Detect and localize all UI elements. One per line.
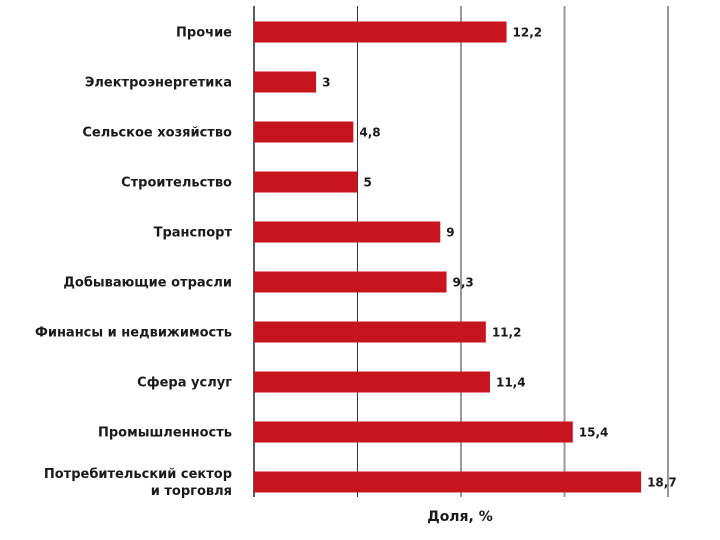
category-label: Добывающие отрасли bbox=[63, 276, 232, 291]
value-label: 9,3 bbox=[453, 276, 474, 290]
value-label: 11,2 bbox=[492, 326, 522, 340]
category-label: Электроэнергетика bbox=[85, 76, 232, 91]
bar bbox=[254, 271, 447, 293]
bars bbox=[254, 21, 642, 493]
bar bbox=[254, 21, 507, 43]
category-label: Финансы и недвижимость bbox=[35, 326, 232, 341]
value-label: 12,2 bbox=[513, 26, 543, 40]
gridlines bbox=[253, 6, 669, 497]
value-label: 4,8 bbox=[359, 126, 380, 140]
value-label: 9 bbox=[446, 226, 454, 240]
value-label: 18,7 bbox=[647, 476, 677, 490]
bar bbox=[254, 471, 642, 493]
category-label: Строительство bbox=[121, 176, 232, 191]
category-labels: Прочие Электроэнергетика Сельское хозяйств… bbox=[35, 26, 233, 500]
bar bbox=[254, 171, 358, 193]
category-label: Прочие bbox=[176, 26, 232, 41]
bar bbox=[254, 371, 490, 393]
value-label: 11,4 bbox=[496, 376, 526, 390]
bar bbox=[254, 421, 573, 443]
category-label: Промышленность bbox=[98, 426, 232, 441]
bar bbox=[254, 121, 354, 143]
bar bbox=[254, 321, 486, 343]
value-labels: 12,2 3 4,8 5 9 9,3 11,2 11,4 15,4 18,7 bbox=[322, 26, 677, 490]
value-label: 5 bbox=[364, 176, 372, 190]
category-label: Транспорт bbox=[154, 226, 233, 241]
x-axis-title: Доля, % bbox=[427, 509, 493, 525]
category-label: Сельское хозяйство bbox=[82, 126, 232, 141]
value-label: 15,4 bbox=[579, 426, 609, 440]
category-label: Сфера услуг bbox=[137, 376, 232, 391]
bar bbox=[254, 71, 317, 93]
category-label: Потребительский сектор и торговля bbox=[44, 467, 232, 499]
value-label: 3 bbox=[322, 76, 330, 90]
bar bbox=[254, 221, 441, 243]
